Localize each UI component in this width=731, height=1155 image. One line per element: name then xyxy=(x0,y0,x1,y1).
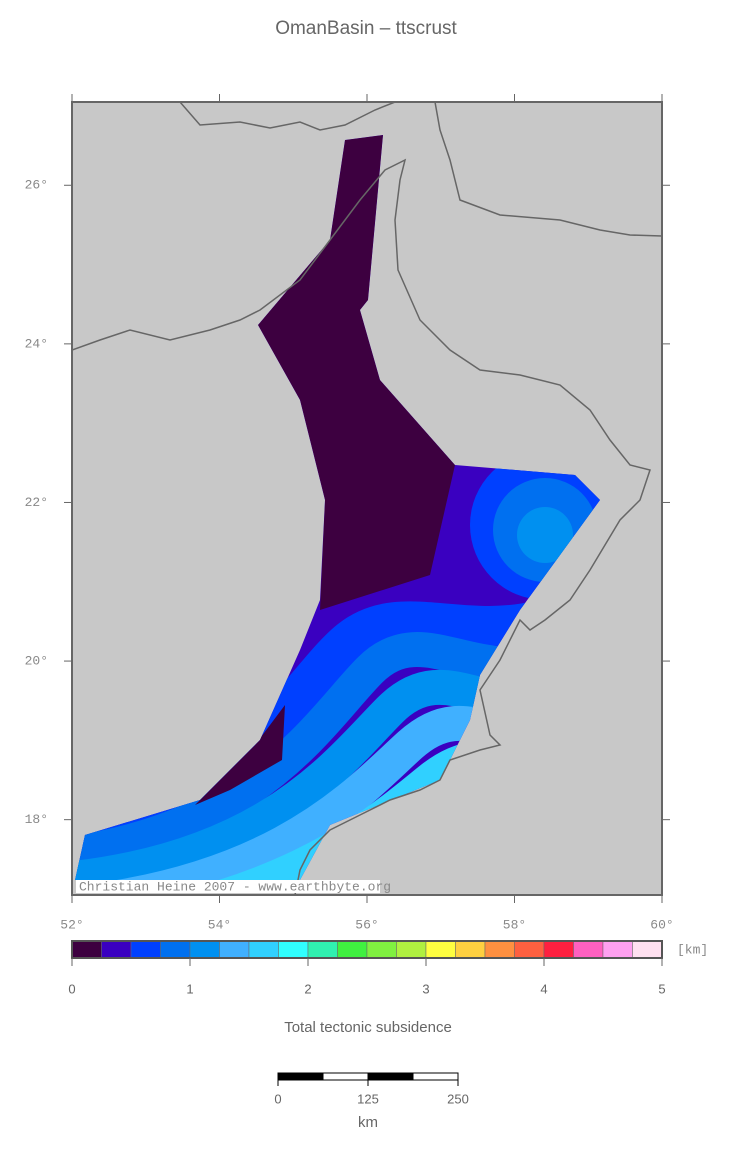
colorbar-cell xyxy=(602,940,633,959)
colorbar-cell xyxy=(248,940,279,959)
title: OmanBasin – ttscrust xyxy=(275,18,457,39)
colorbar-cell xyxy=(337,940,368,959)
colorbar-cell xyxy=(160,940,191,959)
colorbar-cell xyxy=(278,940,309,959)
colorbar-unit: [km] xyxy=(677,942,708,957)
colorbar-cell xyxy=(189,940,220,959)
colorbar-cell xyxy=(366,940,397,959)
scale-segment xyxy=(277,1072,324,1081)
colorbar-cell xyxy=(130,940,161,959)
credit: Christian Heine 2007 - www.earthbyte.org xyxy=(79,879,391,894)
basin-band xyxy=(258,135,455,610)
scale-tick-label: 125 xyxy=(357,1091,379,1106)
lon-label: 58° xyxy=(503,917,526,932)
scale-segment xyxy=(367,1072,414,1081)
colorbar-cell xyxy=(484,940,515,959)
lat-label: 26° xyxy=(25,178,48,193)
colorbar-cell xyxy=(219,940,250,959)
lat-label: 20° xyxy=(25,654,48,669)
lon-label: 60° xyxy=(650,917,673,932)
scale-unit: km xyxy=(358,1114,378,1131)
scale-segment xyxy=(322,1072,369,1081)
colorbar-cell xyxy=(396,940,427,959)
colorbar-cell xyxy=(101,940,132,959)
lon-label: 56° xyxy=(355,917,378,932)
colorbar-tick-label: 4 xyxy=(540,981,547,996)
colorbar-cell xyxy=(425,940,456,959)
colorbar-tick-label: 3 xyxy=(422,981,429,996)
basin-band xyxy=(517,507,573,563)
colorbar-cell xyxy=(573,940,604,959)
lon-label: 54° xyxy=(208,917,231,932)
lat-label: 18° xyxy=(25,812,48,827)
scale-tick-label: 250 xyxy=(447,1091,469,1106)
lon-label: 52° xyxy=(60,917,83,932)
colorbar-tick-label: 5 xyxy=(658,981,665,996)
colorbar-cell xyxy=(543,940,574,959)
colorbar-cell xyxy=(71,940,102,959)
basin-band xyxy=(75,632,545,873)
colorbar-tick-label: 1 xyxy=(186,981,193,996)
colorbar-cell xyxy=(455,940,486,959)
colorbar-cell xyxy=(632,940,663,959)
colorbar-tick-label: 2 xyxy=(304,981,311,996)
coastlines xyxy=(72,102,662,895)
basin-band xyxy=(195,705,285,805)
scale-segment xyxy=(412,1072,459,1081)
lat-label: 22° xyxy=(25,495,48,510)
credit-background xyxy=(76,880,380,893)
colorbar-tick-label: 0 xyxy=(68,981,75,996)
colorbar-cell xyxy=(514,940,545,959)
colorbar-frame xyxy=(71,940,663,959)
scale-tick-label: 0 xyxy=(274,1091,281,1106)
lat-label: 24° xyxy=(25,336,48,351)
colorbar-label: Total tectonic subsidence xyxy=(284,1019,452,1036)
colorbar-cell xyxy=(307,940,338,959)
